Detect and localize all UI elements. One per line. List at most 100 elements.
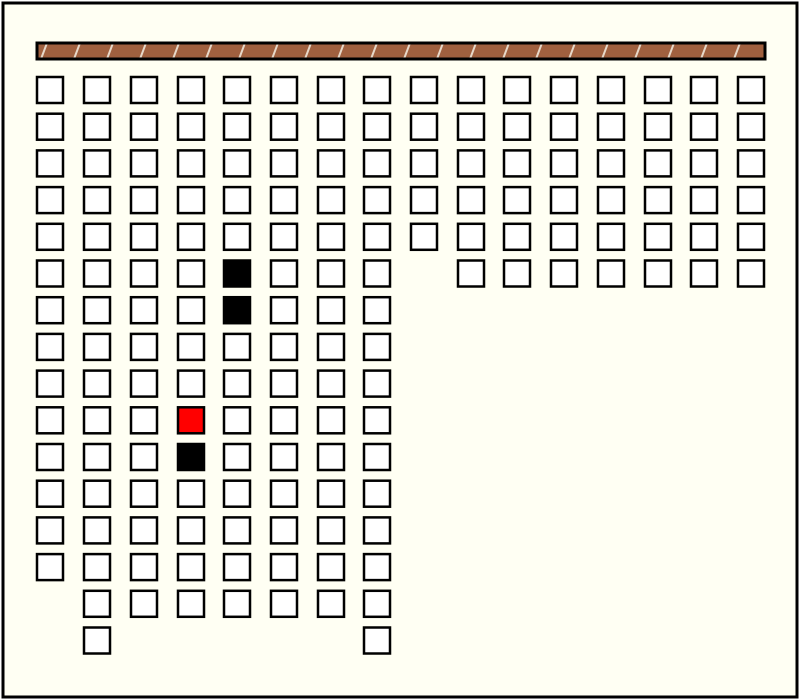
cell[interactable]: [549, 259, 579, 288]
cell[interactable]: [35, 222, 65, 252]
cell[interactable]: [409, 222, 439, 252]
cell[interactable]: [643, 259, 673, 288]
cell[interactable]: [82, 552, 112, 582]
cell[interactable]: [362, 589, 392, 619]
cell[interactable]: [502, 185, 532, 215]
cell[interactable]: [362, 552, 392, 582]
cell[interactable]: [176, 369, 206, 398]
cell[interactable]: [176, 75, 206, 105]
cell-filled[interactable]: [222, 295, 252, 325]
cell[interactable]: [176, 149, 206, 178]
cell[interactable]: [736, 185, 766, 215]
cell[interactable]: [549, 222, 579, 252]
cell[interactable]: [129, 479, 159, 508]
cell[interactable]: [502, 259, 532, 288]
cell[interactable]: [689, 222, 719, 252]
cell[interactable]: [596, 259, 626, 288]
cell[interactable]: [176, 552, 206, 582]
cell[interactable]: [316, 479, 346, 508]
cell[interactable]: [689, 185, 719, 215]
cell[interactable]: [269, 75, 299, 105]
cell[interactable]: [129, 589, 159, 619]
cell[interactable]: [456, 185, 486, 215]
cell[interactable]: [316, 552, 346, 582]
cell[interactable]: [129, 295, 159, 325]
cell[interactable]: [316, 442, 346, 472]
cell[interactable]: [82, 332, 112, 362]
cell[interactable]: [362, 516, 392, 545]
cell[interactable]: [269, 369, 299, 398]
cell[interactable]: [269, 479, 299, 508]
cell[interactable]: [82, 479, 112, 508]
cell[interactable]: [222, 406, 252, 435]
cell[interactable]: [129, 112, 159, 141]
cell[interactable]: [456, 112, 486, 141]
cell[interactable]: [643, 222, 673, 252]
cell[interactable]: [736, 75, 766, 105]
cell[interactable]: [269, 149, 299, 178]
cell[interactable]: [269, 185, 299, 215]
cell[interactable]: [736, 149, 766, 178]
cell[interactable]: [35, 295, 65, 325]
cell[interactable]: [689, 112, 719, 141]
cell[interactable]: [549, 75, 579, 105]
cell[interactable]: [596, 75, 626, 105]
cell[interactable]: [176, 222, 206, 252]
cell[interactable]: [82, 626, 112, 655]
cell[interactable]: [596, 112, 626, 141]
cell[interactable]: [316, 75, 346, 105]
cell[interactable]: [549, 185, 579, 215]
cell[interactable]: [689, 259, 719, 288]
cell[interactable]: [176, 112, 206, 141]
cell[interactable]: [82, 516, 112, 545]
cell[interactable]: [35, 185, 65, 215]
cell[interactable]: [129, 222, 159, 252]
cell[interactable]: [35, 369, 65, 398]
cell[interactable]: [689, 75, 719, 105]
cell[interactable]: [643, 112, 673, 141]
cell[interactable]: [176, 185, 206, 215]
cell[interactable]: [35, 552, 65, 582]
cell[interactable]: [82, 222, 112, 252]
cell[interactable]: [736, 222, 766, 252]
cell[interactable]: [176, 259, 206, 288]
cell[interactable]: [316, 332, 346, 362]
cell[interactable]: [82, 406, 112, 435]
cell[interactable]: [409, 185, 439, 215]
cell[interactable]: [456, 149, 486, 178]
cell[interactable]: [222, 149, 252, 178]
cell[interactable]: [129, 552, 159, 582]
cell[interactable]: [362, 149, 392, 178]
cell[interactable]: [222, 479, 252, 508]
cell[interactable]: [409, 75, 439, 105]
cell[interactable]: [362, 442, 392, 472]
cell[interactable]: [129, 75, 159, 105]
cell[interactable]: [316, 259, 346, 288]
cell[interactable]: [362, 222, 392, 252]
cell[interactable]: [316, 222, 346, 252]
cell[interactable]: [222, 75, 252, 105]
cell[interactable]: [176, 589, 206, 619]
cell[interactable]: [456, 222, 486, 252]
cell[interactable]: [222, 112, 252, 141]
cell[interactable]: [409, 149, 439, 178]
cell[interactable]: [596, 149, 626, 178]
cell[interactable]: [736, 112, 766, 141]
cell[interactable]: [222, 552, 252, 582]
cell[interactable]: [129, 442, 159, 472]
cell[interactable]: [316, 516, 346, 545]
cell[interactable]: [502, 222, 532, 252]
cell[interactable]: [269, 332, 299, 362]
cell[interactable]: [129, 332, 159, 362]
cell[interactable]: [643, 185, 673, 215]
cell[interactable]: [316, 149, 346, 178]
cell-filled[interactable]: [176, 442, 206, 472]
cell[interactable]: [596, 185, 626, 215]
cell[interactable]: [362, 112, 392, 141]
cell[interactable]: [316, 369, 346, 398]
cell[interactable]: [643, 149, 673, 178]
cell[interactable]: [362, 295, 392, 325]
cell[interactable]: [269, 442, 299, 472]
cell[interactable]: [502, 112, 532, 141]
cell[interactable]: [82, 369, 112, 398]
